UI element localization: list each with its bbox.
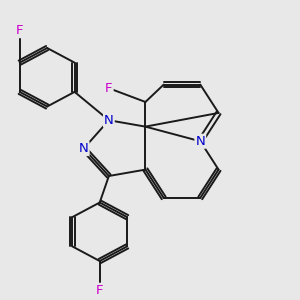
Text: F: F [96,284,103,297]
Text: N: N [79,142,88,155]
Text: N: N [104,114,114,127]
Text: F: F [105,82,112,95]
Text: N: N [195,135,205,148]
Text: F: F [16,24,23,37]
